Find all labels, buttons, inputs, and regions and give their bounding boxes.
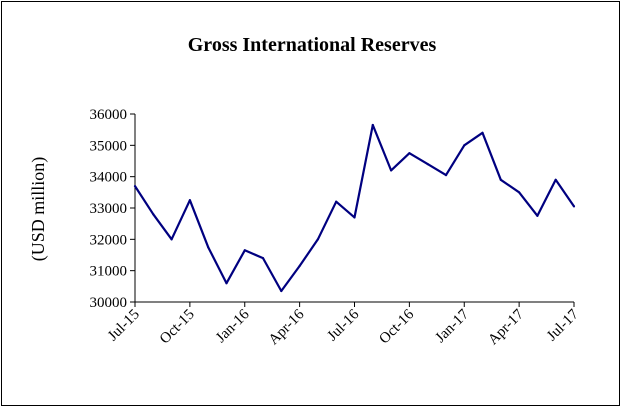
data-point [261, 257, 265, 260]
data-point [444, 174, 448, 177]
y-tick-label: 36000 [90, 107, 128, 123]
data-point [335, 200, 338, 203]
data-point [408, 152, 411, 155]
data-point [572, 205, 576, 208]
data-point [133, 185, 137, 188]
series-line [134, 123, 575, 293]
data-point [170, 238, 173, 241]
x-tick-label: Jul-16 [324, 306, 362, 344]
data-point [499, 178, 502, 181]
axes [134, 114, 574, 303]
x-tick-label: Oct-16 [376, 306, 417, 347]
data-point [371, 123, 374, 127]
data-point [243, 249, 246, 252]
data-point [518, 191, 521, 194]
data-point [280, 289, 283, 293]
x-tick-label: Apr-16 [266, 306, 308, 348]
x-tick-label: Apr-17 [485, 306, 527, 348]
y-tick-label: 35000 [90, 138, 128, 154]
x-tick-label: Jul-17 [544, 306, 582, 344]
data-point [188, 199, 191, 202]
data-point [426, 163, 429, 166]
data-point [207, 246, 210, 249]
y-axis-label: (USD million) [28, 157, 49, 262]
x-tick-label: Oct-15 [157, 307, 198, 348]
chart-title: Gross International Reserves [188, 34, 437, 56]
y-ticks: 30000 31000 32000 33000 34000 35000 36000 [90, 107, 135, 311]
x-tick-label: Jul-15 [105, 307, 143, 345]
y-tick-label: 32000 [90, 232, 128, 248]
x-tick-label: Jan-16 [213, 306, 253, 346]
y-tick-label: 33000 [90, 201, 128, 217]
x-tick-label: Jan-17 [432, 306, 472, 346]
data-point [152, 213, 155, 216]
data-point [554, 178, 557, 181]
x-ticks: Jul-15 Oct-15 Jan-16 Apr-16 Jul-16 Oct-16 Jan-… [105, 302, 582, 348]
y-tick-label: 34000 [90, 170, 128, 186]
y-tick-label: 30000 [90, 295, 128, 311]
data-point [298, 264, 301, 268]
data-point [225, 282, 228, 285]
data-point [481, 131, 484, 134]
data-point [536, 214, 539, 217]
data-point [353, 216, 356, 219]
y-tick-label: 31000 [90, 264, 128, 280]
plot-area [133, 123, 576, 293]
data-point [463, 144, 466, 147]
data-point [316, 238, 319, 241]
data-point [390, 169, 393, 172]
